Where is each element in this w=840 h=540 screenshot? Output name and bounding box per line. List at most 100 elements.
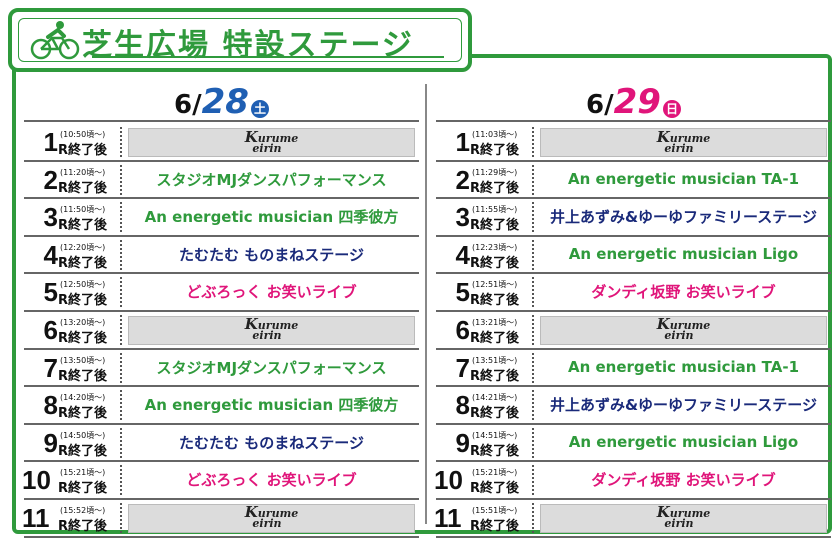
race-after-label: R終了後 [470, 293, 520, 309]
dotted-separator [120, 390, 122, 421]
schedule-row: 9 (14:51頃～) R終了後 An energetic musician Ligo [436, 425, 831, 463]
race-label: 7 (13:51頃～) R終了後 [436, 350, 528, 386]
dotted-separator [532, 164, 534, 195]
date-header: 6/28 土 [24, 82, 419, 122]
race-after-label: R終了後 [58, 143, 108, 158]
race-time: (12:51頃～) [472, 280, 518, 290]
race-time: (11:50頃～) [60, 205, 106, 215]
race-number: 2 [43, 164, 58, 195]
schedule-row: 4 (12:20頃～) R終了後 たむたむ ものまねステージ [24, 237, 419, 275]
event-title: 井上あずみ&ゆーゆファミリーステージ [549, 396, 818, 415]
race-label: 6 (13:21頃～) R終了後 [436, 312, 528, 348]
dotted-separator [120, 164, 122, 195]
day-of-week-badge: 土 [250, 99, 269, 118]
schedule-row: 5 (12:50頃～) R終了後 どぶろっく お笑いライブ [24, 274, 419, 312]
dotted-separator [532, 127, 534, 157]
race-number: 9 [455, 427, 470, 458]
race-time: (13:51頃～) [472, 355, 518, 365]
dotted-separator [120, 127, 122, 157]
schedule-row: 8 (14:21頃～) R終了後 井上あずみ&ゆーゆファミリーステージ [436, 387, 831, 425]
race-label: 10 (15:21頃～) R終了後 [22, 462, 116, 498]
schedule-row: 2 (11:20頃～) R終了後 スタジオMJダンスパフォーマンス [24, 162, 419, 200]
race-time: (12:50頃～) [60, 280, 106, 290]
kurume-keirin-logo: Kurume eirin [244, 503, 299, 531]
race-number: 5 [43, 277, 58, 308]
race-label: 2 (11:20頃～) R終了後 [24, 162, 116, 198]
date-day-number: 28 [201, 82, 249, 122]
event-title: スタジオMJダンスパフォーマンス [156, 358, 387, 377]
race-time: (15:52頃～) [60, 505, 106, 515]
date-header: 6/29 日 [436, 82, 831, 122]
race-number: 8 [43, 390, 58, 421]
title-tab: 芝生広場 特設ステージ [8, 8, 472, 72]
event-title: 井上あずみ&ゆーゆファミリーステージ [549, 208, 818, 227]
race-label: 2 (11:29頃～) R終了後 [436, 162, 528, 198]
race-after-label: R終了後 [470, 218, 520, 234]
race-after-label: R終了後 [470, 443, 520, 459]
event-title: スタジオMJダンスパフォーマンス [156, 170, 387, 189]
kurume-keirin-slot: Kurume eirin [128, 315, 415, 345]
dotted-separator [120, 239, 122, 270]
schedule-row: 10 (15:21頃～) R終了後 ダンディ坂野 お笑いライブ [434, 462, 831, 500]
race-after-label: R終了後 [470, 255, 520, 271]
race-after-label: R終了後 [470, 330, 520, 346]
race-label: 1 (10:50頃～) R終了後 [24, 124, 116, 160]
race-after-label: R終了後 [470, 143, 520, 158]
race-time: (15:51頃～) [472, 505, 518, 515]
race-time: (14:20頃～) [60, 393, 106, 403]
schedule-row: 1 (11:03頃～) R終了後 Kurume eirin [436, 124, 831, 162]
race-time: (10:50頃～) [60, 130, 106, 139]
dotted-separator [120, 465, 122, 496]
race-time: (11:29頃～) [472, 167, 518, 177]
kurume-keirin-slot: Kurume eirin [540, 503, 827, 533]
race-after-label: R終了後 [58, 330, 108, 346]
race-number: 7 [43, 352, 58, 383]
dotted-separator [120, 314, 122, 345]
dotted-separator [120, 427, 122, 458]
race-number: 4 [43, 239, 58, 270]
race-number: 6 [455, 314, 470, 345]
kurume-keirin-logo: Kurume eirin [656, 315, 711, 343]
race-after-label: R終了後 [470, 180, 520, 196]
race-number: 7 [455, 352, 470, 383]
race-time: (12:20頃～) [60, 242, 106, 252]
race-after-label: R終了後 [58, 180, 108, 196]
dotted-separator [120, 502, 122, 533]
event-title: どぶろっく お笑いライブ [186, 283, 357, 302]
dotted-separator [532, 390, 534, 421]
dotted-separator [120, 277, 122, 308]
race-number: 6 [43, 314, 58, 345]
race-label: 8 (14:21頃～) R終了後 [436, 387, 528, 423]
race-after-label: R終了後 [58, 481, 108, 497]
race-after-label: R終了後 [470, 518, 520, 534]
race-time: (15:21頃～) [472, 468, 518, 478]
race-label: 4 (12:20頃～) R終了後 [24, 237, 116, 273]
race-number: 10 [22, 465, 51, 496]
header-rule [24, 120, 419, 122]
race-number: 5 [455, 277, 470, 308]
race-label: 8 (14:20頃～) R終了後 [24, 387, 116, 423]
race-number: 4 [455, 239, 470, 270]
schedule-row: 10 (15:21頃～) R終了後 どぶろっく お笑いライブ [22, 462, 419, 500]
dotted-separator [532, 502, 534, 533]
kurume-keirin-slot: Kurume eirin [540, 128, 827, 157]
dotted-separator [120, 352, 122, 383]
race-label: 7 (13:50頃～) R終了後 [24, 350, 116, 386]
dotted-separator [532, 277, 534, 308]
race-number: 11 [22, 502, 50, 533]
race-label: 11 (15:51頃～) R終了後 [434, 500, 528, 536]
race-time: (11:55頃～) [472, 205, 518, 215]
day-column-1: 6/28 土 1 (10:50頃～) R終了後 Kurume eirin 2 (11:20頃～… [22, 82, 419, 538]
race-time: (14:51頃～) [472, 430, 518, 440]
race-time: (14:21頃～) [472, 393, 518, 403]
race-number: 3 [455, 202, 470, 233]
title-underline [92, 56, 444, 58]
schedule-row: 2 (11:29頃～) R終了後 An energetic musician TA-1 [436, 162, 831, 200]
race-number: 1 [455, 127, 470, 157]
schedule-row: 5 (12:51頃～) R終了後 ダンディ坂野 お笑いライブ [436, 274, 831, 312]
race-label: 9 (14:51頃～) R終了後 [436, 425, 528, 461]
race-after-label: R終了後 [58, 293, 108, 309]
race-label: 4 (12:23頃～) R終了後 [436, 237, 528, 273]
event-title: どぶろっく お笑いライブ [186, 471, 357, 490]
race-time: (13:21頃～) [472, 317, 518, 327]
